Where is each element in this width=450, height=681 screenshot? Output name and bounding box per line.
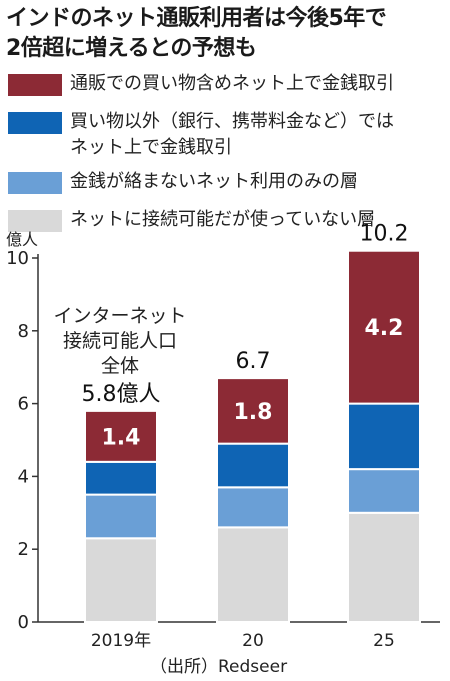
bar-segment [216, 526, 290, 623]
legend: 通販での買い物含めネット上で金銭取引 買い物以外（銀行、携帯料金など）では ネッ… [8, 70, 448, 244]
bar-segment [216, 377, 290, 445]
legend-label-line-1: 買い物以外（銀行、携帯料金など）では [70, 111, 394, 132]
bar-segment [347, 468, 421, 514]
bar-data-label: 1.4 [102, 425, 141, 450]
legend-label: 通販での買い物含めネット上で金銭取引 [70, 73, 394, 94]
bar-segment [84, 537, 158, 624]
bar-segment [347, 249, 421, 405]
title-line-2: 2倍超に増えるとの予想も [6, 36, 257, 61]
x-tick-label: 20 [242, 631, 264, 651]
bar-total-label: 10.2 [360, 222, 409, 247]
annotation-line-2: 接続可能人口 [62, 330, 177, 352]
annotation-line-1: インターネット [53, 305, 187, 327]
y-tick-label: 0 [18, 612, 29, 633]
y-tick-label: 4 [18, 466, 29, 487]
annotation-line-3: 全体 [100, 355, 139, 377]
chart-title: インドのネット通販利用者は今後5年で 2倍超に増えるとの予想も [6, 4, 446, 64]
legend-label: 買い物以外（銀行、携帯料金など）では ネット上で金銭取引 [70, 109, 394, 161]
bar-data-label: 4.2 [365, 316, 404, 341]
title-line-1: インドのネット通販利用者は今後5年で [6, 6, 387, 31]
y-tick-label: 10 [6, 248, 29, 269]
annotation-total-population: インターネット 接続可能人口 全体 [40, 304, 200, 379]
legend-label: ネットに接続可能だが使っていない層 [70, 209, 376, 230]
legend-item-non-monetary-use: 金銭が絡まないネット利用のみの層 [8, 168, 448, 200]
legend-label: 金銭が絡まないネット利用のみの層 [70, 171, 358, 192]
bar-segment [84, 493, 158, 540]
legend-label-line-2: ネット上で金銭取引 [70, 137, 232, 158]
bar-segment [84, 409, 158, 463]
bar-segment [347, 402, 421, 471]
legend-swatch [8, 172, 62, 194]
legend-item-non-shopping-transactions: 買い物以外（銀行、携帯料金など）では ネット上で金銭取引 [8, 108, 448, 162]
bar-segment [216, 442, 290, 489]
source-note: （出所）Redseer [150, 657, 288, 677]
bar-segment [216, 486, 290, 529]
y-tick-label: 6 [18, 394, 29, 415]
legend-swatch [8, 112, 62, 134]
y-tick-label: 2 [18, 539, 29, 560]
y-tick-label: 8 [18, 321, 29, 342]
legend-item-online-shopping: 通販での買い物含めネット上で金銭取引 [8, 70, 448, 102]
bar-total-label: 5.8億人 [82, 382, 161, 407]
legend-swatch [8, 74, 62, 96]
bar-total-label: 6.7 [236, 349, 271, 374]
x-tick-label: 2019年 [91, 631, 151, 651]
legend-swatch [8, 210, 62, 232]
bar-segment [84, 460, 158, 496]
y-axis-unit-label: 億人 [6, 230, 39, 249]
bar-segment [347, 511, 421, 623]
legend-item-connected-not-using: ネットに接続可能だが使っていない層 [8, 206, 448, 238]
bar-data-label: 1.8 [234, 400, 273, 425]
x-tick-label: 25 [373, 631, 395, 651]
